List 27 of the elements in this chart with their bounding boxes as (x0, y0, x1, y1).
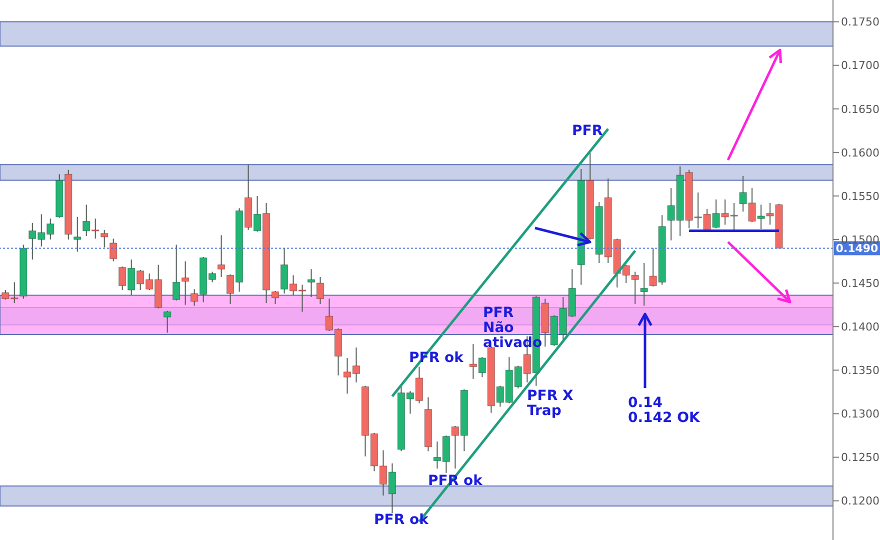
y-tick-label: 0.1300 (841, 408, 880, 421)
annotation: PFR X Trap (527, 388, 574, 419)
y-tick-label: 0.1600 (841, 146, 880, 160)
candlestick (640, 262, 648, 306)
candlestick (164, 310, 172, 334)
candlestick (74, 216, 82, 252)
annotation: PFR (572, 123, 604, 139)
y-tick-label: 0.1350 (841, 364, 880, 378)
y-tick-label: 0.1750 (841, 16, 880, 29)
candlestick (271, 290, 280, 304)
ref-line-label: 0.1490 (836, 242, 879, 256)
annotation: PFR ok (374, 512, 430, 528)
y-tick-label: 0.1700 (841, 59, 880, 72)
candlestick (172, 244, 180, 301)
candlestick (110, 238, 118, 262)
y-tick-label: 0.1200 (841, 494, 880, 508)
candlestick (307, 268, 316, 298)
y-tick-label: 0.1450 (841, 276, 880, 290)
candlestick (182, 260, 190, 306)
candlestick (217, 234, 226, 278)
candlestick (100, 229, 108, 248)
annotation: 0.14 0.142 OK (628, 395, 701, 426)
y-tick-label: 0.1650 (841, 102, 880, 116)
candlestick (316, 276, 324, 304)
y-tick-label: 0.1550 (841, 190, 880, 203)
y-tick-label: 0.1250 (841, 451, 880, 464)
y-tick-label: 0.1400 (841, 320, 880, 334)
